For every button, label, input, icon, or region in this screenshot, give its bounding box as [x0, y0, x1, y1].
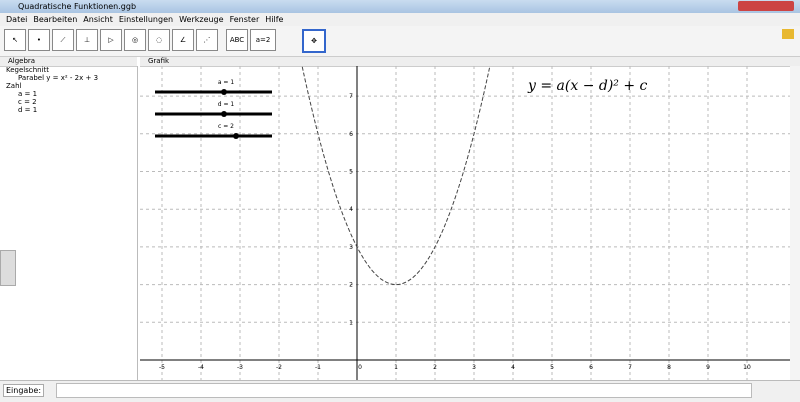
- point-tool[interactable]: •: [28, 29, 50, 51]
- algebra-title: Algebra: [8, 57, 36, 65]
- ellipse-tool[interactable]: ◌: [148, 29, 170, 51]
- slider-knob[interactable]: [221, 111, 227, 117]
- algebra-item[interactable]: d = 1: [18, 106, 38, 114]
- algebra-item[interactable]: c = 2: [18, 98, 37, 106]
- x-tick-label: 4: [511, 364, 515, 371]
- algebra-header: Algebra: [0, 57, 137, 67]
- formula: y = a(x − d)² + c: [527, 78, 648, 94]
- toolbar: ↖ • ⟋ ⊥ ▷ ◎ ◌ ∠ ⋰ ABC a=2 ✥: [0, 26, 800, 57]
- x-tick-label: 10: [743, 364, 751, 371]
- move-tool[interactable]: ↖: [4, 29, 26, 51]
- menu-item[interactable]: Datei: [6, 15, 28, 24]
- x-tick-label: 1: [394, 364, 398, 371]
- graphics-view: -5 -4 -3 -2 -1 0 1 2 3 4 5 6 7 8 9 10 1 2 3 4 5 6 7 a = 1 d = 1…: [140, 66, 790, 380]
- x-tick-label: -4: [198, 364, 204, 371]
- line-tool[interactable]: ⟋: [52, 29, 74, 51]
- menu-item[interactable]: Bearbeiten: [33, 15, 78, 24]
- x-tick-label: 5: [550, 364, 554, 371]
- x-tick-label: -5: [159, 364, 165, 371]
- window-title: Quadratische Funktionen.ggb: [18, 2, 137, 11]
- x-tick-label: 6: [589, 364, 593, 371]
- menu-item[interactable]: Werkzeuge: [179, 15, 224, 24]
- undo-icon[interactable]: [782, 29, 794, 39]
- parabola: [301, 66, 491, 285]
- x-tick-label: -2: [276, 364, 282, 371]
- menu-item[interactable]: Einstellungen: [118, 15, 174, 24]
- y-tick-label: 3: [349, 244, 353, 251]
- y-tick-label: 6: [349, 131, 353, 138]
- algebra-item[interactable]: a = 1: [18, 90, 38, 98]
- reflect-tool[interactable]: ⋰: [196, 29, 218, 51]
- slider-knob[interactable]: [233, 133, 239, 139]
- menu-item[interactable]: Ansicht: [83, 15, 113, 24]
- polygon-tool[interactable]: ▷: [100, 29, 122, 51]
- slider-knob[interactable]: [221, 89, 227, 95]
- algebra-item[interactable]: Parabel y = x² - 2x + 3: [18, 74, 99, 82]
- x-tick-label: 3: [472, 364, 476, 371]
- input-field[interactable]: [56, 383, 752, 398]
- menu-item[interactable]: Hilfe: [265, 15, 284, 24]
- circle-tool[interactable]: ◎: [124, 29, 146, 51]
- group-name: Zahl: [6, 82, 22, 90]
- x-tick-label: -3: [237, 364, 243, 371]
- collapse-handle[interactable]: [0, 250, 16, 286]
- menu-bar: Datei Bearbeiten Ansicht Einstellungen Werkz…: [0, 13, 800, 26]
- angle-tool[interactable]: ∠: [172, 29, 194, 51]
- side-bar: [790, 66, 800, 380]
- x-tick-label: 7: [628, 364, 632, 371]
- group-name: Kegelschnitt: [6, 66, 50, 74]
- algebra-view: Kegelschnitt Parabel y = x² - 2x + 3 Zahl a…: [0, 66, 138, 380]
- input-bar: Eingabe:: [0, 380, 800, 402]
- title-bar: Quadratische Funktionen.ggb: [0, 0, 800, 13]
- move-view-tool[interactable]: ✥: [302, 29, 326, 53]
- y-tick-label: 7: [349, 93, 353, 100]
- x-tick-label: 8: [667, 364, 671, 371]
- menu-item[interactable]: Fenster: [229, 15, 260, 24]
- text-tool[interactable]: ABC: [226, 29, 248, 51]
- window-controls[interactable]: [738, 1, 794, 11]
- perpendicular-tool[interactable]: ⊥: [76, 29, 98, 51]
- graphics-header: Grafik: [140, 57, 800, 67]
- x-tick-label: 2: [433, 364, 437, 371]
- slider-tool[interactable]: a=2: [250, 29, 276, 51]
- slider-label: a = 1: [218, 79, 235, 86]
- y-tick-label: 4: [349, 206, 353, 213]
- x-tick-label: -1: [315, 364, 321, 371]
- x-tick-label: 0: [358, 364, 362, 371]
- x-tick-label: 9: [706, 364, 710, 371]
- slider-label: c = 2: [218, 123, 234, 130]
- graphics-title: Grafik: [148, 57, 170, 65]
- y-tick-label: 1: [349, 319, 353, 326]
- y-tick-label: 2: [349, 282, 353, 289]
- input-label: Eingabe:: [3, 384, 45, 397]
- y-tick-label: 5: [349, 169, 353, 176]
- slider-label: d = 1: [218, 101, 235, 108]
